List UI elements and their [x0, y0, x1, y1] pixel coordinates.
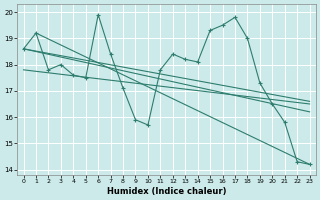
X-axis label: Humidex (Indice chaleur): Humidex (Indice chaleur): [107, 187, 226, 196]
